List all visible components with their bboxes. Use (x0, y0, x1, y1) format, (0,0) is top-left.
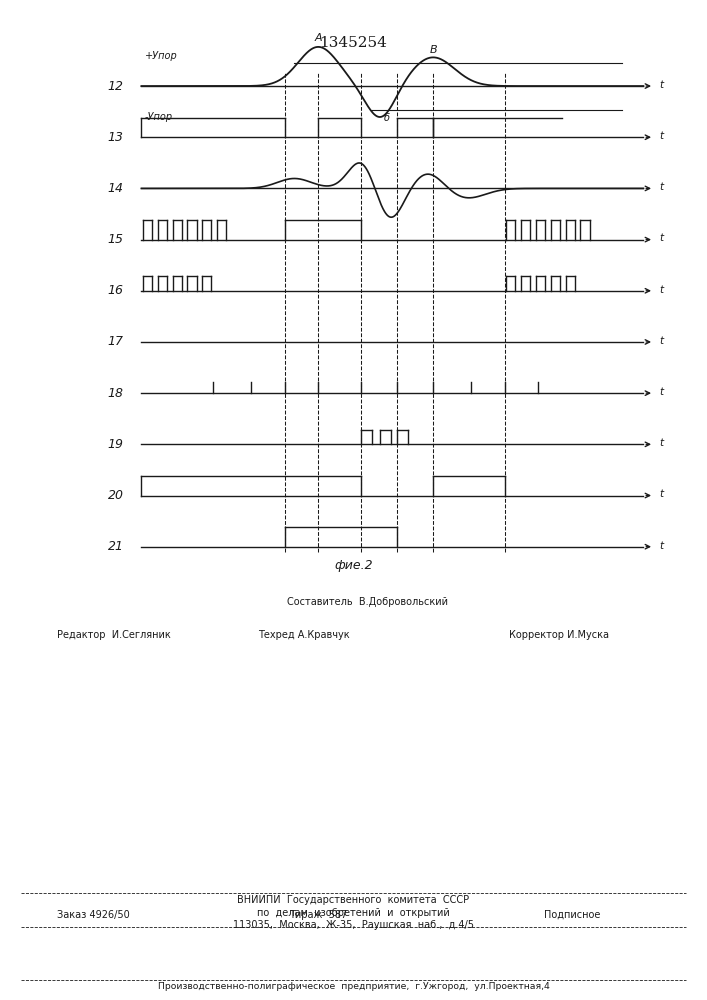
Text: t: t (659, 233, 663, 243)
Text: Тираж  587: Тираж 587 (289, 910, 347, 920)
Text: Подписное: Подписное (544, 910, 601, 920)
Text: Редактор  И.Сегляник: Редактор И.Сегляник (57, 630, 170, 640)
Text: t: t (659, 489, 663, 499)
Text: б: б (384, 113, 390, 123)
Text: Техред А.Кравчук: Техред А.Кравчук (258, 630, 350, 640)
Text: 21: 21 (107, 540, 124, 553)
Text: 14: 14 (107, 182, 124, 195)
Text: 19: 19 (107, 438, 124, 451)
Text: 12: 12 (107, 80, 124, 93)
Text: t: t (659, 80, 663, 90)
Text: 17: 17 (107, 335, 124, 348)
Text: 16: 16 (107, 284, 124, 297)
Text: по  делам  изобретений  и  открытий: по делам изобретений и открытий (257, 908, 450, 918)
Text: t: t (659, 285, 663, 295)
Text: 1345254: 1345254 (320, 36, 387, 50)
Text: 20: 20 (107, 489, 124, 502)
Text: t: t (659, 438, 663, 448)
Text: Производственно-полиграфическое  предприятие,  г.Ужгород,  ул.Проектная,4: Производственно-полиграфическое предприя… (158, 982, 549, 991)
Text: Составитель  В.Добровольский: Составитель В.Добровольский (287, 597, 448, 607)
Text: 18: 18 (107, 387, 124, 400)
Text: t: t (659, 131, 663, 141)
Text: 113035,  Москва,  Ж-35,  Раушская  наб.,  д.4/5: 113035, Москва, Ж-35, Раушская наб., д.4… (233, 920, 474, 930)
Text: t: t (659, 336, 663, 346)
Text: 13: 13 (107, 131, 124, 144)
Text: t: t (659, 541, 663, 551)
Text: B: B (429, 45, 437, 55)
Text: фие.2: фие.2 (334, 559, 373, 572)
Text: ВНИИПИ  Государственного  комитета  СССР: ВНИИПИ Государственного комитета СССР (238, 895, 469, 905)
Text: +Упор: +Упор (145, 51, 177, 61)
Text: 15: 15 (107, 233, 124, 246)
Text: Заказ 4926/50: Заказ 4926/50 (57, 910, 129, 920)
Text: -Упор: -Упор (145, 112, 173, 122)
Text: A: A (315, 33, 322, 43)
Text: Корректор И.Муска: Корректор И.Муска (509, 630, 609, 640)
Text: t: t (659, 182, 663, 192)
Text: t: t (659, 387, 663, 397)
